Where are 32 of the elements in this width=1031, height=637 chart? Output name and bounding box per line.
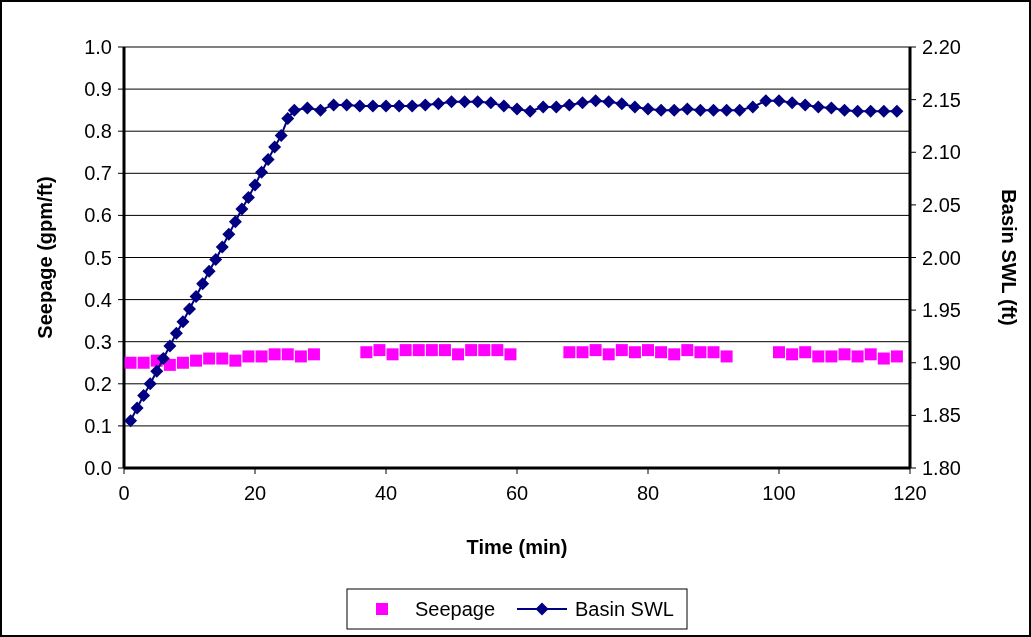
y2-tick-label: 1.95 bbox=[922, 299, 961, 322]
y-tick-label: 0.4 bbox=[84, 288, 112, 311]
y-tick-label: 0.3 bbox=[84, 330, 112, 353]
y2-axis-title: Basin SWL (ft) bbox=[998, 189, 1020, 326]
y2-tick-label: 2.10 bbox=[922, 141, 961, 164]
x-tick-label: 100 bbox=[762, 482, 796, 504]
y2-tick-label: 1.85 bbox=[922, 404, 961, 427]
y-axis-title: Seepage (gpm/ft) bbox=[34, 176, 56, 339]
y-tick-label: 0.7 bbox=[84, 162, 112, 185]
y2-tick-label: 2.15 bbox=[922, 88, 961, 111]
legend-label: Seepage bbox=[415, 598, 496, 620]
y-tick-label: 0.9 bbox=[84, 78, 112, 101]
y2-tick-label: 2.20 bbox=[922, 36, 961, 58]
y-tick-label: 0.5 bbox=[84, 246, 112, 269]
y-tick-label: 0.0 bbox=[84, 457, 112, 479]
x-tick-label: 80 bbox=[636, 482, 660, 504]
y2-tick-label: 1.80 bbox=[922, 457, 961, 479]
y2-tick-label: 1.90 bbox=[922, 351, 961, 374]
legend-label: Basin SWL bbox=[575, 598, 674, 620]
x-axis-title: Time (min) bbox=[466, 536, 568, 558]
y-tick-label: 0.8 bbox=[84, 120, 112, 143]
x-tick-label: 120 bbox=[893, 482, 927, 504]
y2-tick-label: 2.00 bbox=[922, 246, 961, 269]
y-tick-label: 1.0 bbox=[84, 36, 112, 58]
x-tick-label: 20 bbox=[243, 482, 267, 504]
x-tick-label: 40 bbox=[374, 482, 398, 504]
y-tick-label: 0.1 bbox=[84, 414, 112, 437]
y-tick-label: 0.2 bbox=[84, 372, 112, 395]
y-tick-label: 0.6 bbox=[84, 204, 112, 227]
x-tick-label: 60 bbox=[505, 482, 529, 504]
y2-tick-label: 2.05 bbox=[922, 193, 961, 216]
x-tick-label: 0 bbox=[118, 482, 130, 504]
